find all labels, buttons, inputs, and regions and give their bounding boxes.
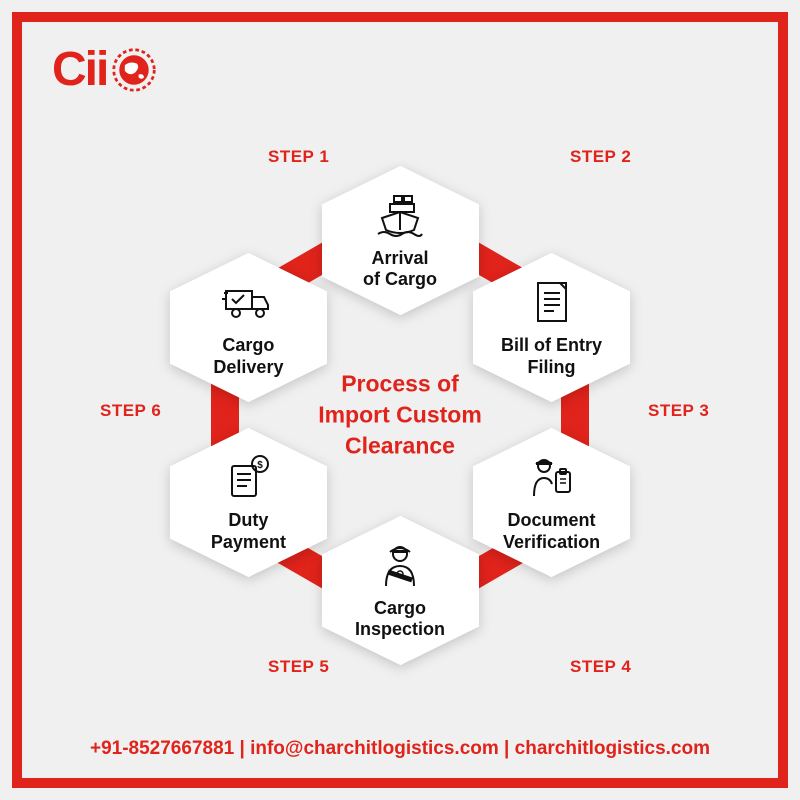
process-diagram: Process ofImport CustomClearance Arrival… (90, 105, 710, 725)
footer-contact: +91-8527667881 | info@charchitlogistics.… (22, 738, 778, 760)
logo-text: Cii (52, 42, 107, 97)
step-number-label: STEP 5 (268, 657, 329, 677)
officer-doc-icon (526, 452, 578, 504)
step-title: Bill of EntryFiling (501, 335, 602, 378)
process-step-5: DutyPayment (161, 425, 336, 580)
footer-email: info@charchitlogistics.com (250, 738, 499, 759)
step-number-label: STEP 4 (570, 657, 631, 677)
process-step-4: CargoInspection (313, 513, 488, 668)
step-title: CargoDelivery (213, 335, 283, 378)
step-number-label: STEP 6 (100, 401, 161, 421)
step-title: CargoInspection (355, 598, 445, 641)
footer-sep: | (499, 738, 515, 759)
payment-icon (222, 452, 274, 504)
inspector-icon (374, 540, 426, 592)
truck-icon (222, 277, 274, 329)
document-icon (526, 277, 578, 329)
logo: Cii (52, 42, 157, 97)
step-number-label: STEP 2 (570, 147, 631, 167)
ship-icon (374, 190, 426, 242)
step-number-label: STEP 3 (648, 401, 709, 421)
footer-sep: | (234, 738, 250, 759)
process-step-2: Bill of EntryFiling (464, 250, 639, 405)
process-step-1: Arrivalof Cargo (313, 163, 488, 318)
footer-phone: +91-8527667881 (90, 738, 234, 759)
step-number-label: STEP 1 (268, 147, 329, 167)
step-title: DocumentVerification (503, 510, 600, 553)
globe-icon (111, 47, 157, 93)
footer-website: charchitlogistics.com (515, 738, 710, 759)
step-title: Arrivalof Cargo (363, 248, 437, 291)
step-title: DutyPayment (211, 510, 286, 553)
process-step-6: CargoDelivery (161, 250, 336, 405)
process-step-3: DocumentVerification (464, 425, 639, 580)
